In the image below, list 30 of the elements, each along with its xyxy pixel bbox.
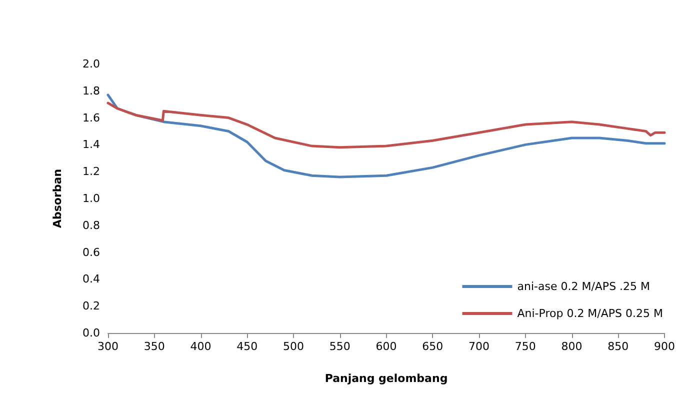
x-tick-label: 450 <box>236 340 258 353</box>
y-tick-label: 0.4 <box>82 272 100 286</box>
x-axis-title: Panjang gelombang <box>324 372 448 385</box>
y-axis-title: Absorban <box>51 168 64 228</box>
x-tick-label: 300 <box>98 340 118 353</box>
legend-label: Ani-Prop 0.2 M/APS 0.25 M <box>517 307 664 320</box>
x-tick-label: 550 <box>329 340 350 353</box>
x-tick-label: 850 <box>608 340 629 353</box>
x-tick-label: 600 <box>376 340 397 353</box>
x-tick-label: 900 <box>654 340 675 353</box>
y-tick-label: 0.6 <box>82 246 100 259</box>
x-tick-label: 400 <box>190 340 212 353</box>
x-tick-label: 700 <box>468 340 490 353</box>
x-tick-label: 500 <box>283 340 304 353</box>
y-tick-label: 1.6 <box>82 111 100 124</box>
legend-label: ani-ase 0.2 M/APS .25 M <box>517 280 650 293</box>
y-tick-label: 0.0 <box>82 326 100 340</box>
y-tick-label: 1.4 <box>82 138 100 152</box>
y-tick-label: 2.0 <box>82 58 100 70</box>
x-tick-label: 800 <box>561 340 582 353</box>
y-tick-label: 0.8 <box>82 218 100 232</box>
x-tick-label: 350 <box>144 340 165 353</box>
y-tick-label: 1.2 <box>82 165 100 178</box>
x-tick-label: 750 <box>514 340 536 353</box>
y-tick-label: 0.2 <box>82 300 100 313</box>
y-tick-label: 1.8 <box>82 84 100 98</box>
line-series <box>106 94 666 178</box>
line-series <box>106 102 666 149</box>
x-tick-label: 650 <box>422 340 444 353</box>
y-tick-label: 1.0 <box>82 192 100 205</box>
